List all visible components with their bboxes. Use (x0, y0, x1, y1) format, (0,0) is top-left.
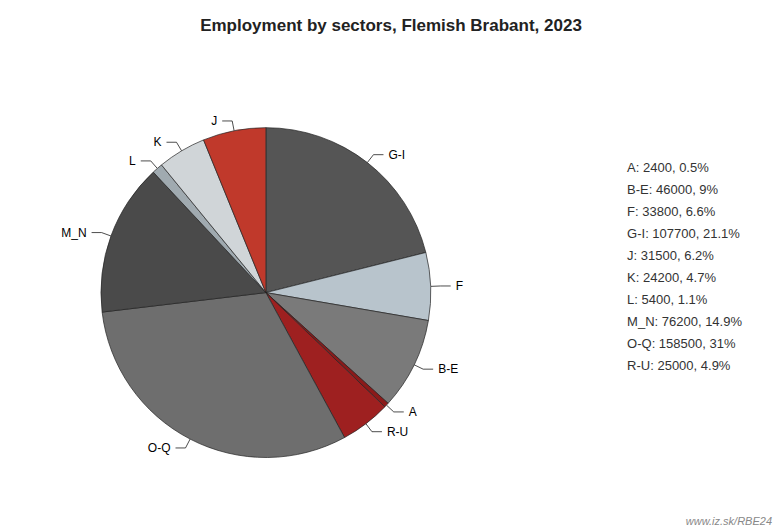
svg-text:O-Q: O-Q (148, 441, 171, 455)
svg-text:F: 33800, 6.6%: F: 33800, 6.6% (627, 204, 716, 219)
svg-text:K: 24200, 4.7%: K: 24200, 4.7% (627, 270, 716, 285)
svg-text:R-U: 25000, 4.9%: R-U: 25000, 4.9% (627, 358, 731, 373)
svg-text:Employment by sectors, Flemish: Employment by sectors, Flemish Brabant, … (200, 16, 582, 35)
svg-text:www.iz.sk/RBE24: www.iz.sk/RBE24 (686, 515, 772, 527)
svg-text:J: J (211, 114, 217, 128)
svg-text:A: A (409, 405, 417, 419)
svg-text:F: F (456, 279, 463, 293)
svg-text:J: 31500, 6.2%: J: 31500, 6.2% (627, 248, 714, 263)
svg-text:B-E: B-E (438, 362, 458, 376)
svg-text:L: L (129, 154, 136, 168)
svg-text:K: K (153, 135, 161, 149)
svg-text:R-U: R-U (387, 425, 408, 439)
svg-text:G-I: 107700, 21.1%: G-I: 107700, 21.1% (627, 226, 740, 241)
svg-text:G-I: G-I (388, 148, 405, 162)
svg-text:M_N: 76200, 14.9%: M_N: 76200, 14.9% (627, 314, 742, 329)
svg-text:A: 2400, 0.5%: A: 2400, 0.5% (627, 160, 709, 175)
svg-text:O-Q: 158500, 31%: O-Q: 158500, 31% (627, 336, 736, 351)
svg-text:M_N: M_N (61, 226, 86, 240)
svg-text:B-E: 46000, 9%: B-E: 46000, 9% (627, 182, 718, 197)
svg-text:L: 5400, 1.1%: L: 5400, 1.1% (627, 292, 708, 307)
